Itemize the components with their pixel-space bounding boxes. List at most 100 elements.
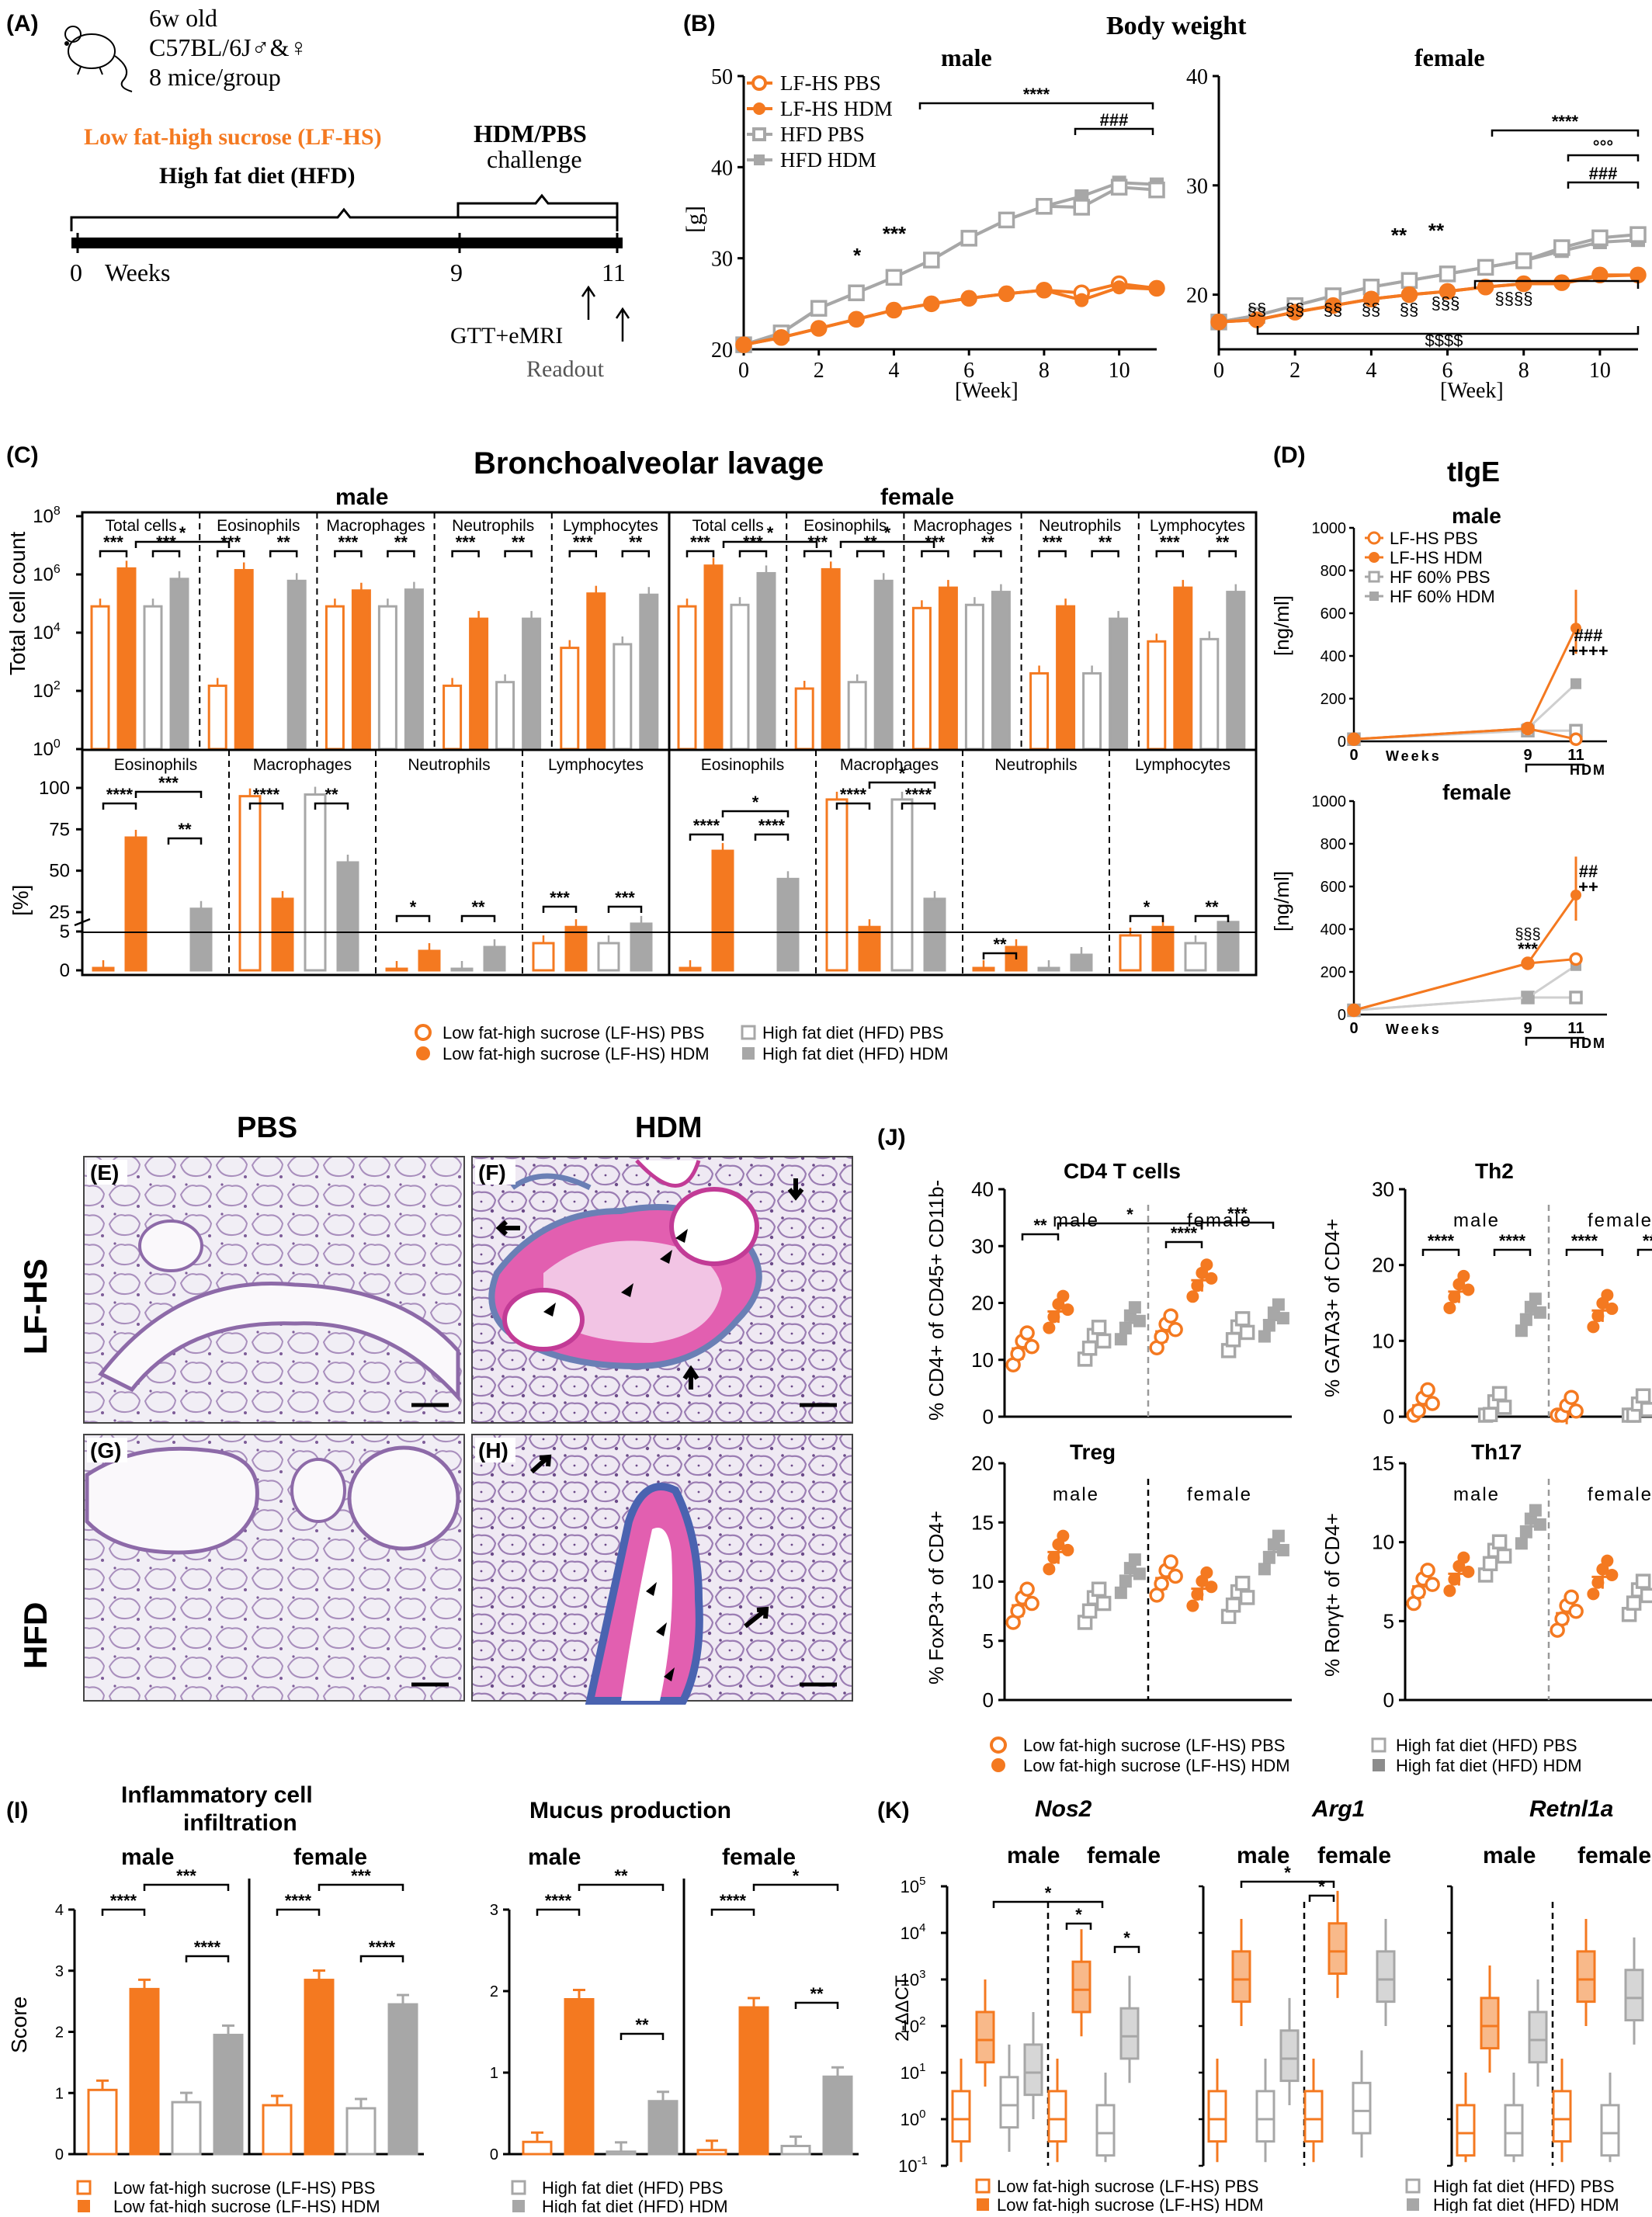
c-top-sig-b-bracket <box>738 550 768 557</box>
j-point <box>1564 1589 1579 1605</box>
c-bot-sig5-label: ** <box>324 785 338 804</box>
d-series-point-0 <box>1569 732 1583 746</box>
c-bot-ytick-label: 100 <box>39 778 70 799</box>
j-point <box>1411 1403 1426 1419</box>
c-bot-sig6-label: * <box>410 897 417 917</box>
c-top-group-label: Eosinophils <box>803 517 887 535</box>
j-cd4-sig3-bracket <box>1164 1240 1203 1248</box>
i-sig7-label: **** <box>545 1891 572 1910</box>
c-top-bar <box>1147 640 1167 751</box>
j-point <box>1496 1548 1512 1564</box>
j-point <box>1128 1553 1141 1566</box>
j-male-label: male <box>1453 1484 1500 1505</box>
j-legend-3: High fat diet (HFD) HDM <box>1396 1756 1582 1775</box>
c-legend-2: High fat diet (HFD) PBS <box>762 1023 944 1043</box>
series-point-1 <box>1212 314 1226 329</box>
c-bot-bar <box>1216 921 1240 972</box>
c-top-sig-b-label: ** <box>1098 533 1112 552</box>
d-sig-male-2: ++++ <box>1568 641 1608 661</box>
i-ytick-label: 2 <box>55 2024 64 2042</box>
j-point <box>1061 1303 1074 1317</box>
j-point <box>1457 1269 1470 1282</box>
d-ytick-label: 1000 <box>1312 520 1347 537</box>
c-top-sig-b-label: ** <box>512 533 526 552</box>
j-point <box>1640 1587 1652 1604</box>
c-top-bar <box>1082 671 1102 751</box>
i-legend-3: High fat diet (HFD) HDM <box>542 2197 728 2213</box>
k-box <box>975 2011 995 2064</box>
i-bar <box>738 2006 769 2156</box>
c-top-group-label: Total cells <box>105 517 176 535</box>
series-point-2 <box>1629 226 1647 243</box>
d-xtick-label: 0 <box>1349 747 1358 764</box>
j-point <box>1605 1302 1619 1315</box>
d-xlabel-female: Weeks <box>1386 1022 1442 1037</box>
j-legend-0: Low fat-high sucrose (LF-HS) PBS <box>1023 1736 1285 1755</box>
panel-k-label: (K) <box>877 1798 910 1823</box>
b-f-sec: §§ <box>1362 300 1380 319</box>
j-title-th2: Th2 <box>1475 1159 1514 1183</box>
j-point <box>1234 1575 1251 1591</box>
series-point-2 <box>1073 199 1091 216</box>
j-ylabel-th17: % Rorγt+ of CD4+ <box>1321 1513 1344 1677</box>
x-tick-label: 2 <box>1289 359 1300 383</box>
c-bot-bar <box>483 945 506 972</box>
c-top-sig-a-label: *** <box>573 533 593 552</box>
c-top-group-label: Macrophages <box>326 517 425 535</box>
c-ylabel-top: Total cell count <box>5 532 30 675</box>
diet-lf-label: Low fat-high sucrose (LF-HS) <box>84 124 382 150</box>
series-point-1 <box>1554 276 1569 291</box>
j-point <box>1191 1587 1204 1601</box>
j-point <box>1019 1325 1035 1341</box>
series-line-2 <box>743 186 1157 347</box>
i-bar <box>647 2100 678 2156</box>
j-point <box>1635 1388 1651 1403</box>
c-top-ylabel-base: 102 <box>33 679 61 702</box>
j-point <box>1047 1551 1060 1564</box>
c-top-sig-b-label: ** <box>394 533 408 552</box>
k-box <box>1504 2104 1524 2157</box>
j-ytick-label: 15 <box>971 1511 994 1534</box>
j-point <box>1047 1310 1060 1324</box>
c-top-sig-a-label: *** <box>338 533 359 552</box>
i-legend-1: Low fat-high sucrose (LF-HS) HDM <box>113 2197 380 2213</box>
series-line-1 <box>1218 273 1639 324</box>
j-ytick-label: 10 <box>971 1570 994 1594</box>
c-legend-3: High fat diet (HFD) HDM <box>762 1044 949 1063</box>
panel-d: (D) tIgE male female [ng/ml] [ng/ml] Wee… <box>1270 442 1609 1051</box>
j-point <box>1519 1525 1532 1539</box>
i-sig11-bracket <box>752 1883 839 1891</box>
c-bot-sig18-label: ** <box>1205 897 1219 917</box>
i-sig5-label: *** <box>351 1866 371 1886</box>
k-box <box>1456 2104 1476 2157</box>
k-box <box>1023 2043 1043 2097</box>
j-point <box>1057 1529 1070 1542</box>
d-ytick-label: 800 <box>1321 836 1346 853</box>
x-tick-label: 0 <box>1213 359 1224 383</box>
k-arg1-sig1-label: * <box>1284 1863 1291 1882</box>
b-f-star1: ** <box>1391 224 1407 247</box>
tick-9: 9 <box>450 258 463 286</box>
series-point-1 <box>849 312 864 327</box>
k-ytick-label: 102 <box>901 2014 926 2036</box>
c-bot-bar <box>923 897 946 972</box>
i2-female: female <box>722 1844 796 1870</box>
c-top-sig-b-label: ** <box>629 533 643 552</box>
panel-a-label: (A) <box>6 11 39 36</box>
d-ytick-label: 0 <box>1338 734 1346 751</box>
c-bot-bar <box>1151 925 1175 972</box>
series-point-2 <box>1515 252 1532 269</box>
b-male-xlabel: [Week] <box>955 379 1019 403</box>
c-axis-break <box>74 918 91 927</box>
j-point <box>1515 1537 1528 1550</box>
series-point-1 <box>1592 269 1607 283</box>
j-ylabel-treg: % FoxP3+ of CD4+ <box>925 1511 948 1684</box>
d-series-point-2 <box>1569 991 1583 1004</box>
gtt-label: GTT+eMRI <box>450 323 563 349</box>
series-point-1 <box>887 303 901 317</box>
j-th2-sig1-bracket <box>1421 1248 1460 1256</box>
series-point-2 <box>1110 179 1128 196</box>
c-top-sig-a-bracket <box>685 550 715 557</box>
c-top-sig-b-bracket <box>974 550 1002 557</box>
k-legend-0: Low fat-high sucrose (LF-HS) PBS <box>997 2177 1258 2196</box>
